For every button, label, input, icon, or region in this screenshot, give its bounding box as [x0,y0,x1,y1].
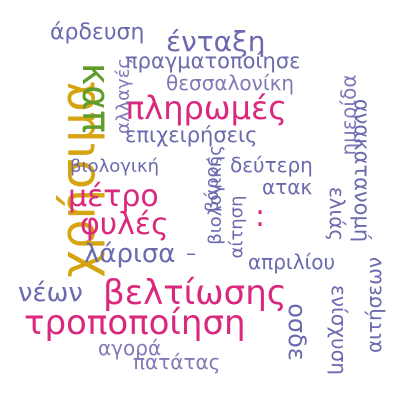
word-patatas: πατάτας [133,350,221,374]
word-viologiki: βιολογική [70,156,160,177]
word-fyles: φυλές [80,207,169,242]
word-april: απριλίου [248,250,336,274]
word-pliromes: πληρωμές [125,89,288,127]
word-elias: ελιάς [325,186,350,242]
word-osde: οσδε [282,303,311,361]
word-colon: : [255,199,266,234]
word-tropopoiisi: τροποποίηση [24,303,246,343]
word-viologikis: βιολογικής [204,145,226,245]
word-epixeiriseis: επιχειρήσεις [125,123,258,147]
word-pragmatopoiise: πραγματοποίησε [125,49,301,73]
word-aitiseon: αιτήσεων [362,256,387,354]
word-aitisi: αίτηση [226,195,248,259]
word-veltiosis: βελτίωσης [103,273,287,313]
word-entaxi: ένταξη [166,25,266,58]
word-metro: μέτρο [68,179,159,214]
word-larisa: λάρισα [84,239,176,269]
word-anakatanomi: ανακατανομή [350,98,375,243]
word-enisxysi: ενίσχυση [326,285,351,375]
word-defteri: δεύτερη [230,153,313,177]
word-kap: καπ [74,62,119,134]
word-agora: αγορά [98,336,162,360]
word-ardeusi: άρδευση [50,20,145,45]
word-atak: ατακ [262,175,313,199]
word-dash: – [186,241,196,265]
word-neon: νέων [18,278,83,308]
word-thessaloniki: θεσσαλονίκη [166,71,295,95]
